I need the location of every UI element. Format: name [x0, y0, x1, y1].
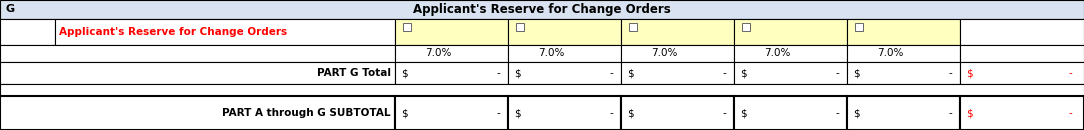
Text: G: G: [7, 5, 15, 15]
Text: 7.0%: 7.0%: [425, 48, 451, 58]
Text: $: $: [740, 68, 747, 78]
Bar: [508, 45, 621, 62]
Text: -: -: [609, 108, 612, 118]
Text: -: -: [835, 108, 839, 118]
Bar: [734, 45, 847, 62]
Bar: [847, 45, 960, 62]
Text: -: -: [609, 68, 612, 78]
Bar: [734, 96, 847, 130]
Bar: [0, 19, 55, 45]
Text: 7.0%: 7.0%: [877, 48, 903, 58]
Text: $: $: [514, 108, 520, 118]
Text: $: $: [627, 108, 634, 118]
Text: $: $: [514, 68, 520, 78]
Text: -: -: [722, 108, 726, 118]
Bar: [855, 23, 863, 31]
Bar: [508, 62, 621, 84]
Text: 7.0%: 7.0%: [538, 48, 564, 58]
Bar: [395, 19, 508, 45]
Bar: [743, 23, 750, 31]
Text: -: -: [496, 68, 500, 78]
Bar: [621, 19, 734, 45]
Text: -: -: [722, 68, 726, 78]
Text: 7.0%: 7.0%: [650, 48, 678, 58]
Bar: [847, 96, 960, 130]
Bar: [0, 96, 395, 130]
Text: -: -: [948, 108, 952, 118]
Bar: [395, 45, 508, 62]
Bar: [395, 96, 508, 130]
Bar: [847, 19, 960, 45]
Bar: [960, 96, 1084, 130]
Bar: [629, 23, 637, 31]
Bar: [960, 19, 1084, 45]
Text: $: $: [966, 108, 972, 118]
Text: $: $: [401, 68, 408, 78]
Bar: [621, 62, 734, 84]
Text: Applicant's Reserve for Change Orders: Applicant's Reserve for Change Orders: [59, 27, 287, 37]
Bar: [960, 45, 1084, 62]
Text: PART G Total: PART G Total: [317, 68, 391, 78]
Text: $: $: [853, 108, 860, 118]
Bar: [403, 23, 411, 31]
Bar: [621, 45, 734, 62]
Bar: [0, 45, 395, 62]
Text: -: -: [1068, 108, 1072, 118]
Text: $: $: [401, 108, 408, 118]
Text: -: -: [1068, 68, 1072, 78]
Text: $: $: [853, 68, 860, 78]
Bar: [734, 19, 847, 45]
Bar: [55, 19, 395, 45]
Text: $: $: [627, 68, 634, 78]
Bar: [516, 23, 524, 31]
Text: -: -: [948, 68, 952, 78]
Text: Applicant's Reserve for Change Orders: Applicant's Reserve for Change Orders: [413, 3, 671, 16]
Text: $: $: [740, 108, 747, 118]
Bar: [621, 96, 734, 130]
Text: 7.0%: 7.0%: [764, 48, 790, 58]
Bar: [0, 62, 395, 84]
Text: -: -: [835, 68, 839, 78]
Text: -: -: [496, 108, 500, 118]
Bar: [960, 62, 1084, 84]
Bar: [0, 84, 1084, 96]
Text: PART A through G SUBTOTAL: PART A through G SUBTOTAL: [222, 108, 391, 118]
Bar: [395, 62, 508, 84]
Bar: [0, 0, 1084, 19]
Text: $: $: [966, 68, 972, 78]
Bar: [508, 19, 621, 45]
Bar: [847, 62, 960, 84]
Bar: [734, 62, 847, 84]
Bar: [508, 96, 621, 130]
